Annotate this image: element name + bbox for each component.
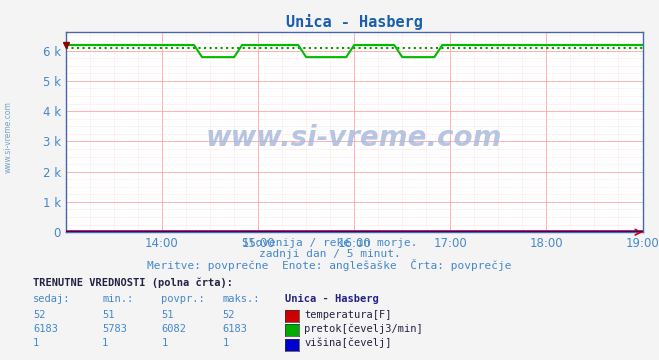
- Text: povpr.:: povpr.:: [161, 294, 205, 305]
- Text: www.si-vreme.com: www.si-vreme.com: [206, 124, 502, 152]
- Text: 5783: 5783: [102, 324, 127, 334]
- Text: 6082: 6082: [161, 324, 186, 334]
- Text: sedaj:: sedaj:: [33, 294, 71, 305]
- Text: Meritve: povprečne  Enote: anglešaške  Črta: povprečje: Meritve: povprečne Enote: anglešaške Črt…: [147, 259, 512, 271]
- Text: 6183: 6183: [223, 324, 248, 334]
- Text: maks.:: maks.:: [223, 294, 260, 305]
- Text: TRENUTNE VREDNOSTI (polna črta):: TRENUTNE VREDNOSTI (polna črta):: [33, 278, 233, 288]
- Text: 1: 1: [102, 338, 108, 348]
- Text: 51: 51: [161, 310, 174, 320]
- Text: 6183: 6183: [33, 324, 58, 334]
- Text: 51: 51: [102, 310, 115, 320]
- Text: 52: 52: [223, 310, 235, 320]
- Text: min.:: min.:: [102, 294, 133, 305]
- Text: pretok[čevelj3/min]: pretok[čevelj3/min]: [304, 323, 423, 334]
- Text: 52: 52: [33, 310, 45, 320]
- Text: 1: 1: [33, 338, 39, 348]
- Text: višina[čevelj]: višina[čevelj]: [304, 338, 392, 348]
- Text: zadnji dan / 5 minut.: zadnji dan / 5 minut.: [258, 249, 401, 260]
- Text: 1: 1: [223, 338, 229, 348]
- Text: 1: 1: [161, 338, 167, 348]
- Text: Slovenija / reke in morje.: Slovenija / reke in morje.: [242, 238, 417, 248]
- Title: Unica - Hasberg: Unica - Hasberg: [286, 14, 422, 30]
- Text: temperatura[F]: temperatura[F]: [304, 310, 392, 320]
- Text: Unica - Hasberg: Unica - Hasberg: [285, 294, 378, 305]
- Text: www.si-vreme.com: www.si-vreme.com: [3, 101, 13, 173]
